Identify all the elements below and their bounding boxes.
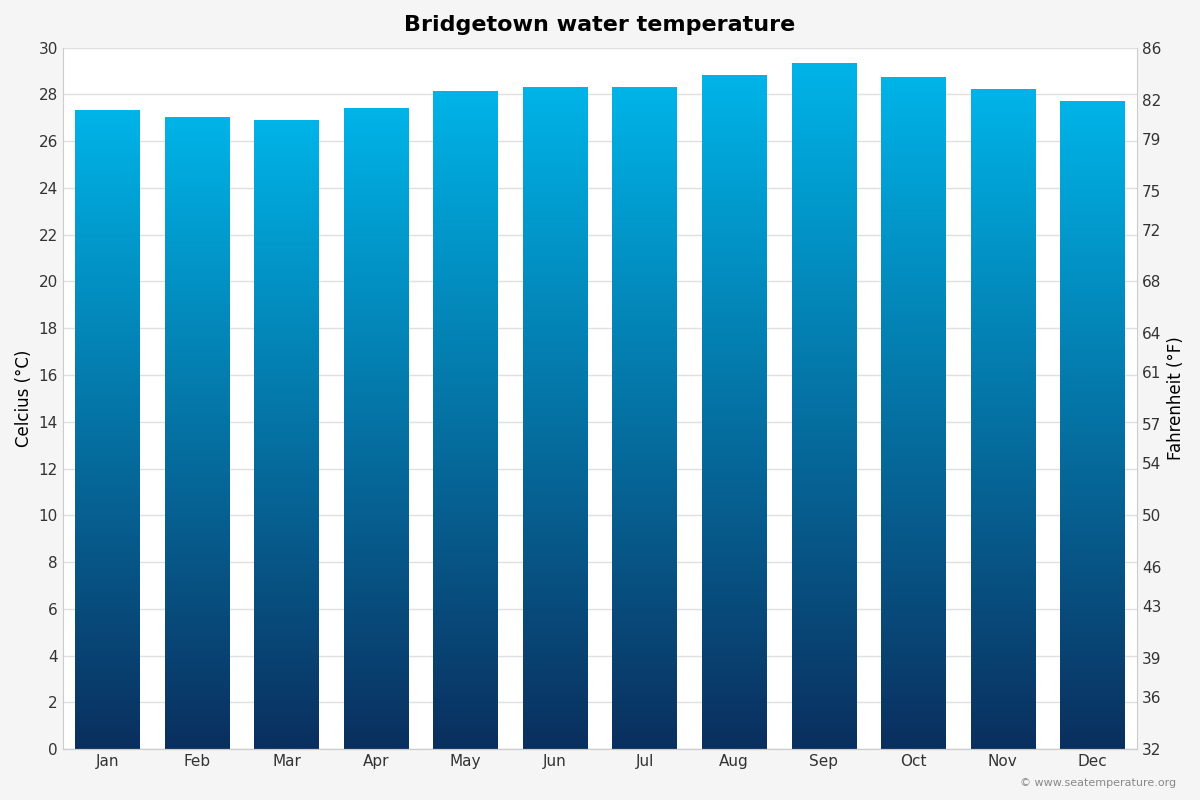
Y-axis label: Celcius (°C): Celcius (°C)	[14, 350, 34, 447]
Text: © www.seatemperature.org: © www.seatemperature.org	[1020, 778, 1176, 788]
Y-axis label: Fahrenheit (°F): Fahrenheit (°F)	[1166, 337, 1186, 460]
Title: Bridgetown water temperature: Bridgetown water temperature	[404, 15, 796, 35]
